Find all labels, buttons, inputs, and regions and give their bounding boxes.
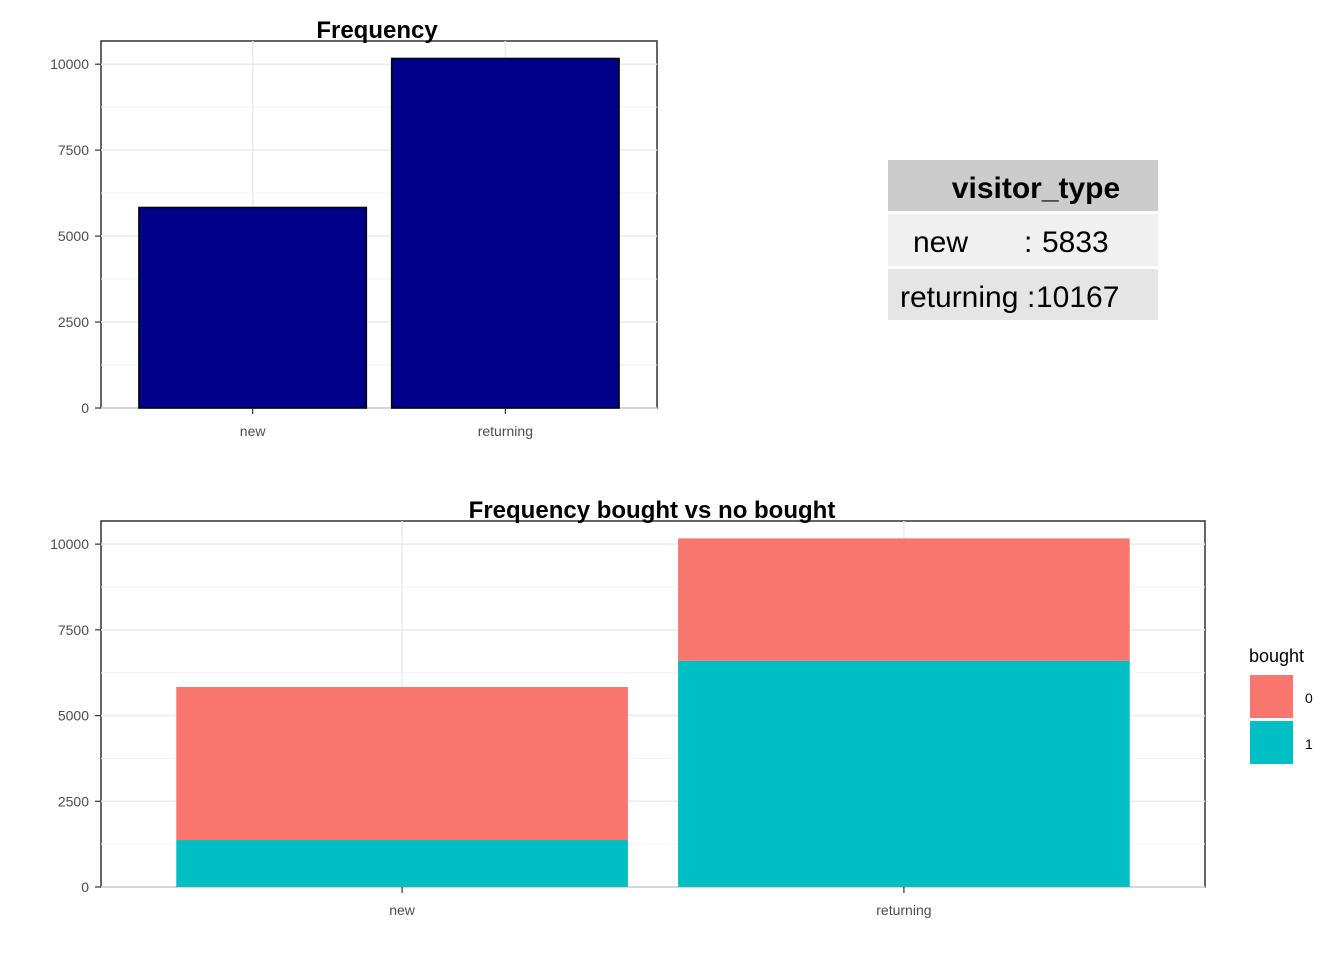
y-tick-label: 7500	[58, 142, 89, 158]
bar-new-bought-1	[176, 840, 628, 887]
y-tick-label: 5000	[58, 228, 89, 244]
visitor-type-table: visitor_type new : 5833 returning : 1016…	[888, 160, 1158, 320]
table-row	[888, 269, 1158, 320]
legend-key-1	[1250, 721, 1293, 764]
table-row-value: 5833	[1042, 226, 1109, 259]
y-tick-label: 10000	[50, 56, 89, 72]
table-row-separator: :	[1027, 281, 1035, 314]
frequency-chart-x-axis: new returning	[240, 408, 533, 439]
y-tick-label: 2500	[58, 793, 89, 809]
x-tick-label-returning: returning	[876, 902, 931, 918]
table-row-label: new	[913, 226, 968, 259]
bar-new	[138, 206, 368, 409]
bar-new-bought-0	[176, 687, 628, 841]
table-row-value: 10167	[1036, 281, 1119, 314]
frequency-chart: 0 2500 5000 7500 10000 new returning Frequenc…	[50, 17, 658, 439]
table-header-text: visitor_type	[952, 172, 1120, 205]
y-tick-label: 7500	[58, 622, 89, 638]
bought-legend: bought 0 1	[1249, 646, 1313, 764]
x-tick-label-returning: returning	[478, 423, 533, 439]
bought-chart-y-axis: 0 2500 5000 7500 10000	[50, 536, 101, 895]
legend-key-0	[1250, 675, 1293, 718]
x-tick-label-new: new	[389, 902, 416, 918]
bar-returning-bought-1	[678, 660, 1130, 887]
table-row-separator: :	[1024, 226, 1032, 259]
y-tick-label: 0	[81, 400, 89, 416]
legend-label-0: 0	[1305, 690, 1313, 706]
bought-chart-title: Frequency bought vs no bought	[469, 497, 836, 524]
y-tick-label: 5000	[58, 708, 89, 724]
bought-vs-no-bought-chart: 0 2500 5000 7500 10000 new returning Frequenc…	[50, 497, 1206, 918]
table-row	[888, 214, 1158, 266]
frequency-chart-bars	[138, 57, 620, 409]
legend-title: bought	[1249, 646, 1304, 666]
table-header-cell	[888, 160, 1158, 211]
bar-returning	[390, 57, 620, 409]
frequency-chart-title: Frequency	[316, 17, 438, 44]
x-tick-label-new: new	[240, 423, 267, 439]
frequency-chart-y-axis: 0 2500 5000 7500 10000	[50, 56, 101, 416]
y-tick-label: 10000	[50, 536, 89, 552]
bought-chart-x-axis: new returning	[389, 887, 932, 918]
y-tick-label: 0	[81, 879, 89, 895]
bought-chart-bars	[176, 538, 1130, 887]
legend-label-1: 1	[1305, 736, 1313, 752]
y-tick-label: 2500	[58, 314, 89, 330]
bar-returning-bought-0	[678, 538, 1130, 661]
table-row-label: returning	[900, 281, 1018, 314]
